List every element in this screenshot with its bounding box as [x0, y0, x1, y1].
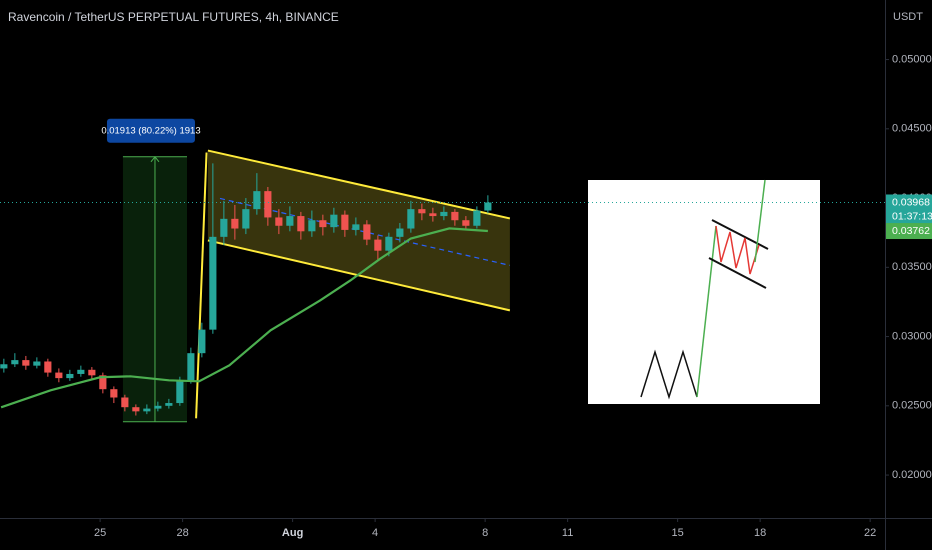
candle-body	[0, 364, 8, 369]
last-price-box	[886, 194, 932, 225]
candle-body	[77, 369, 85, 374]
candle-body	[363, 224, 371, 240]
candle-body	[165, 403, 173, 406]
inset-flag-bottom	[708, 257, 767, 289]
candle-body	[88, 369, 96, 376]
candle-body	[198, 329, 206, 354]
x-tick-label: 28	[176, 527, 188, 539]
candle-body	[308, 220, 316, 232]
candle-body	[462, 220, 470, 226]
measure-label: 0.01913 (80.22%) 1913	[101, 125, 200, 136]
candle-body	[121, 397, 129, 408]
candle-body	[11, 360, 19, 365]
x-tick-label: 11	[562, 527, 573, 539]
measure-label-box	[106, 118, 195, 143]
candle-body	[242, 209, 250, 229]
candle-body	[275, 217, 283, 226]
x-tick-label: 15	[672, 527, 684, 539]
candle-body	[231, 218, 239, 229]
inset-zigzag	[640, 349, 698, 400]
y-tick-label: 0.03000	[892, 330, 932, 342]
candle-body	[264, 191, 272, 218]
candle-body	[132, 407, 140, 412]
y-tick-label: 0.02500	[892, 400, 932, 412]
candle-body	[319, 220, 327, 228]
candle-body	[176, 380, 184, 404]
channel-fill	[207, 150, 510, 311]
candle-body	[33, 361, 41, 366]
inset-pattern	[588, 179, 820, 404]
candle-body	[407, 209, 415, 229]
candle-body	[418, 209, 426, 214]
chart-title: Ravencoin / TetherUS PERPETUAL FUTURES, …	[8, 10, 339, 24]
y-tick-label: 0.03500	[892, 261, 932, 273]
y-tick-label: 0.04500	[892, 123, 932, 135]
candle-body	[451, 211, 459, 221]
y-axis-label: USDT	[893, 11, 923, 23]
candle-body	[484, 202, 492, 211]
candle-body	[143, 408, 151, 412]
candle-body	[473, 210, 481, 226]
candle-body	[330, 214, 338, 228]
channel-pole	[195, 152, 208, 419]
candle-body	[110, 389, 118, 398]
candle-body	[396, 228, 404, 237]
channel-upper	[207, 149, 511, 220]
candle-body	[154, 405, 162, 409]
candle-body	[429, 213, 437, 217]
measure-arrow-head	[150, 155, 160, 163]
inset-background	[588, 180, 820, 404]
countdown-label: 01:37:13	[892, 210, 932, 222]
candle-body	[341, 214, 349, 230]
candle-body	[297, 216, 305, 232]
inset-pole	[696, 225, 717, 398]
candle-body	[66, 373, 74, 379]
candle-body	[187, 353, 195, 381]
x-tick-label: 25	[94, 527, 106, 539]
ma-price-box	[886, 223, 932, 240]
candle-body	[99, 375, 107, 390]
inset-flag-zigzag	[715, 225, 760, 275]
candle-body	[385, 236, 393, 251]
ma-price-label: 0.03762	[892, 225, 930, 237]
x-tick-label: Aug	[282, 527, 303, 539]
candle-body	[352, 224, 360, 230]
x-tick-label: 8	[482, 527, 488, 539]
candle-body	[209, 236, 217, 330]
x-tick-label: 4	[372, 527, 378, 539]
candle-body	[286, 216, 294, 226]
candle-body	[374, 239, 382, 251]
candle-body	[440, 211, 448, 217]
candle-body	[253, 191, 261, 210]
candle-body	[220, 218, 228, 237]
y-tick-label: 0.05000	[892, 53, 932, 65]
y-tick-label: 0.02000	[892, 469, 932, 481]
candle-body	[55, 372, 63, 379]
candle-body	[44, 361, 52, 373]
x-tick-label: 18	[754, 527, 766, 539]
inset-breakout	[754, 179, 766, 263]
moving-average	[0, 227, 488, 409]
x-tick-label: 22	[864, 527, 876, 539]
last-price-label: 0.03968	[892, 196, 930, 208]
inset-flag-top	[711, 219, 769, 250]
candle-body	[22, 360, 30, 366]
